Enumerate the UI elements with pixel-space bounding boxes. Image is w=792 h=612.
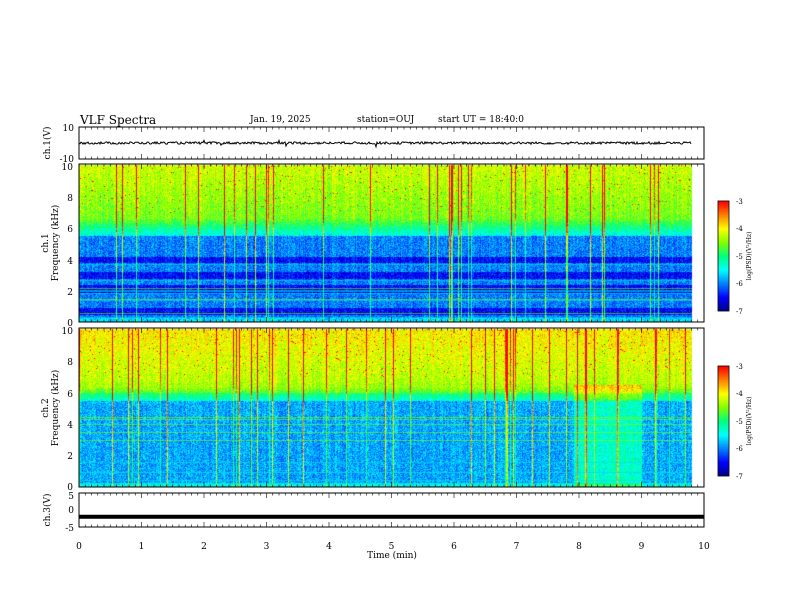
cb2-tick-4: -4: [736, 390, 743, 398]
ch1-spectrogram-panel: 0 2 4 6 8 10 ch.1 Frequency (kHz): [41, 163, 705, 329]
xtick-2: 2: [201, 542, 207, 552]
cb1-tick-6: -6: [736, 280, 743, 288]
ch1-ytick-top: 10: [63, 124, 75, 134]
xtick-1: 1: [139, 542, 145, 552]
s2-ytick-8: 8: [67, 358, 73, 368]
s2-ytick-6: 6: [67, 390, 73, 400]
ch3-ylabel: ch.3(V): [42, 494, 53, 527]
s1-ytick-2: 2: [67, 288, 73, 298]
xtick-0: 0: [76, 542, 82, 552]
cb2-tick-3: -3: [736, 363, 743, 371]
station-label: station=OUJ: [357, 115, 415, 125]
ch1-ticks: [78, 127, 705, 159]
s1-ytick-4: 4: [67, 257, 73, 267]
xtick-8: 8: [576, 542, 582, 552]
xtick-4: 4: [326, 542, 332, 552]
xtick-9: 9: [639, 542, 645, 552]
s1-ytick-10: 10: [62, 163, 74, 173]
cb1-label: log(PSD)(V²/Hz): [746, 232, 753, 281]
xtick-5: 5: [389, 542, 395, 552]
s2-ytick-2: 2: [67, 452, 73, 462]
date-label: Jan. 19, 2025: [250, 115, 311, 125]
s1-ylabel-channel: ch.1: [41, 233, 51, 252]
ch1-ytick-bottom: -10: [60, 155, 75, 165]
cb2-tick-5: -5: [736, 418, 743, 426]
colorbar-ch1: -3 -4 -5 -6 -7 log(PSD)(V²/Hz): [717, 198, 753, 316]
s1-ytick-8: 8: [67, 194, 73, 204]
s2-ytick-0: 0: [67, 483, 73, 493]
s2-ylabel-frequency: Frequency (kHz): [50, 370, 61, 447]
cb1-tick-5: -5: [736, 253, 743, 261]
xtick-3: 3: [264, 542, 270, 552]
ch1-spectrogram-ticks: [78, 164, 705, 322]
ch1-waveform-panel: 10 -10 ch.1(V): [42, 124, 705, 165]
ch2-spectrogram-panel: 0 2 4 6 8 10 ch.2 Frequency (kHz): [41, 327, 705, 493]
cb1-tick-4: -4: [736, 225, 743, 233]
s2-ytick-10: 10: [62, 327, 74, 337]
cb1-tick-7: -7: [736, 308, 743, 316]
cb2-tick-7: -7: [736, 473, 743, 481]
ch3-ticks: [78, 493, 705, 527]
ch3-ytick-5: 5: [68, 492, 74, 502]
xtick-6: 6: [451, 542, 457, 552]
cb1-tick-3: -3: [736, 198, 743, 206]
s1-ytick-0: 0: [67, 319, 73, 329]
ch1-waveform-line: [78, 138, 692, 149]
x-axis: 0 1 2 3 4 5 6 7 8 9 10 Time (min): [76, 542, 710, 561]
ch3-waveform-panel: 5 0 -5 ch.3(V): [42, 492, 705, 534]
s1-ytick-6: 6: [67, 225, 73, 235]
ch1-ylabel: ch.1(V): [42, 127, 53, 160]
ch3-ytick-minus5: -5: [65, 524, 74, 534]
colorbar-ch2: -3 -4 -5 -6 -7 log(PSD)(V²/Hz): [717, 363, 753, 481]
plot-title: VLF Spectra: [80, 113, 157, 127]
cb2-tick-6: -6: [736, 445, 743, 453]
x-axis-label: Time (min): [367, 550, 417, 561]
s2-ytick-4: 4: [67, 421, 73, 431]
s1-ylabel-frequency: Frequency (kHz): [50, 205, 61, 282]
s2-ylabel-channel: ch.2: [41, 398, 51, 417]
xtick-7: 7: [514, 542, 520, 552]
ch2-spectrogram-ticks: [78, 328, 705, 487]
start-time-label: start UT = 18:40:0: [438, 115, 524, 125]
cb2-label: log(PSD)(V²/Hz): [746, 397, 753, 446]
xtick-10: 10: [698, 542, 710, 552]
ch3-ytick-0: 0: [68, 506, 74, 516]
